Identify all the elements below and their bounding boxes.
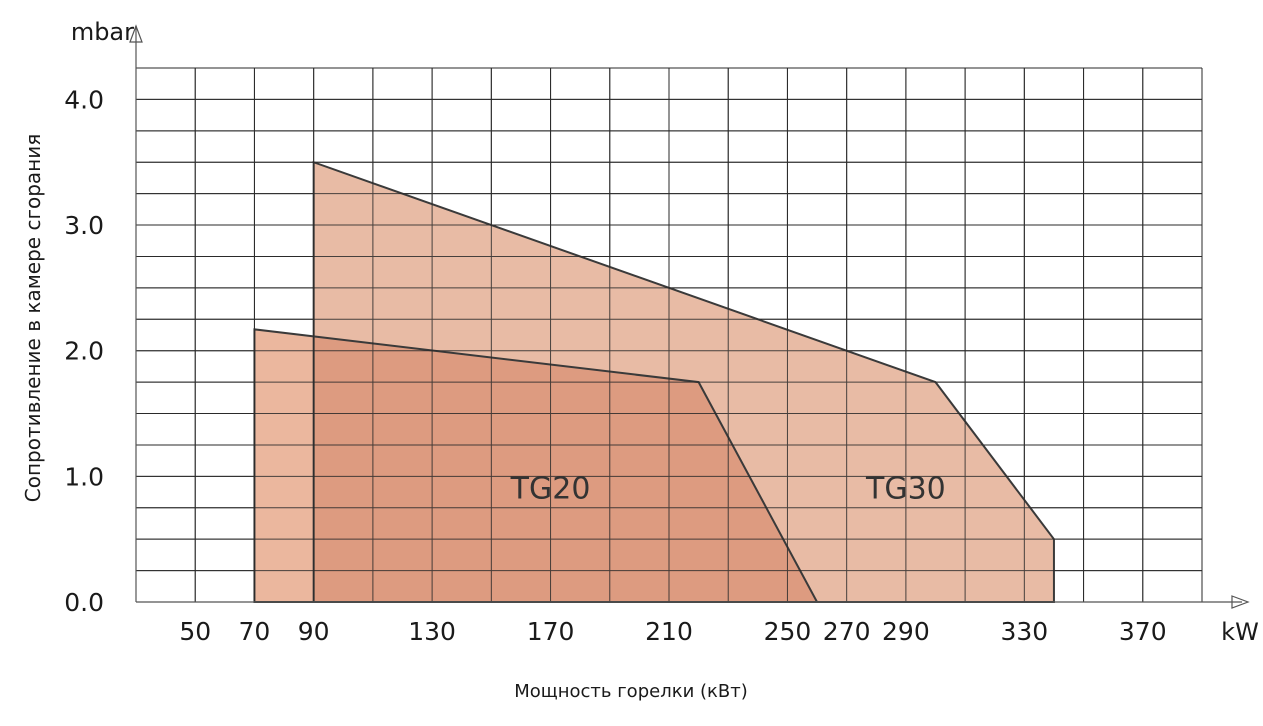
- y-tick-labels: 0.0 1.0 2.0 3.0 4.0: [64, 85, 104, 617]
- x-tick-label: 270: [823, 617, 871, 646]
- y-axis-title: Сопротивление в камере сгорания: [21, 134, 45, 503]
- x-tick-label: 170: [527, 617, 575, 646]
- x-unit-label: kW: [1221, 618, 1259, 646]
- x-tick-label: 330: [1000, 617, 1048, 646]
- x-tick-label: 370: [1119, 617, 1167, 646]
- y-tick-label: 1.0: [64, 462, 104, 491]
- y-axis-arrow-icon: [129, 24, 143, 43]
- areas: [135, 67, 1203, 603]
- area-label-tg20: TG20: [510, 471, 591, 506]
- y-tick-label: 2.0: [64, 337, 104, 366]
- x-tick-labels: 50 70 90 130 170 210 250 270 290 330 370: [179, 617, 1166, 646]
- area-overlap: [313, 329, 818, 602]
- x-tick-label: 130: [408, 617, 456, 646]
- x-tick-label: 250: [764, 617, 812, 646]
- x-tick-label: 90: [298, 617, 330, 646]
- y-tick-label: 4.0: [64, 85, 104, 114]
- axes: [129, 24, 1250, 609]
- y-tick-label: 0.0: [64, 588, 104, 617]
- area-labels: TG30 TG20: [510, 471, 946, 506]
- area-label-tg30: TG30: [865, 471, 946, 506]
- x-tick-label: 70: [239, 617, 271, 646]
- x-tick-label: 290: [882, 617, 930, 646]
- x-tick-label: 50: [179, 617, 211, 646]
- y-unit-label: mbar: [71, 18, 134, 46]
- x-axis-arrow-icon: [1231, 595, 1250, 609]
- y-tick-label: 3.0: [64, 211, 104, 240]
- x-axis-title: Мощность горелки (кВт): [514, 681, 748, 702]
- x-tick-label: 210: [645, 617, 693, 646]
